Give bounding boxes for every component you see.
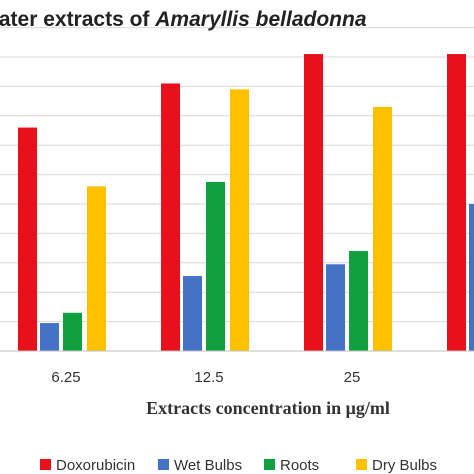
x-tick-label: 12.5 (194, 369, 223, 386)
chart-title-prefix: Vater extracts of (0, 8, 155, 31)
bar-doxorubicin (447, 54, 466, 352)
legend-swatch (158, 459, 169, 470)
x-tick-label: 25 (344, 369, 361, 386)
bars (18, 54, 474, 352)
bar-dry-bulbs (373, 106, 392, 351)
chart-title-species: Amaryllis belladonna (154, 8, 367, 31)
legend-swatch (40, 459, 51, 470)
bar-roots (206, 181, 225, 351)
x-tick-labels: 6.25 12.5 25 (51, 369, 360, 386)
legend-label: Wet Bulbs (174, 457, 242, 474)
legend-label: Roots (280, 457, 319, 474)
legend-swatch (264, 459, 275, 470)
legend-label: Dry Bulbs (372, 457, 437, 474)
x-tick-label: 6.25 (51, 369, 80, 386)
bar-dry-bulbs (87, 186, 106, 351)
chart-title: Vater extracts of Amaryllis belladonna (0, 8, 367, 31)
bar-dry-bulbs (230, 89, 249, 351)
bar-doxorubicin (18, 127, 37, 351)
legend: Doxorubicin Wet Bulbs Roots Dry Bulbs (40, 457, 437, 474)
bar-wet-bulbs (326, 264, 345, 351)
bar-doxorubicin (161, 83, 180, 352)
legend-label: Doxorubicin (56, 457, 135, 474)
bar-wet-bulbs (469, 204, 474, 351)
bar-roots (63, 312, 82, 351)
bar-wet-bulbs (183, 276, 202, 351)
bar-doxorubicin (304, 54, 323, 352)
x-axis-label: Extracts concentration in μg/ml (146, 398, 390, 418)
bar-roots (349, 251, 368, 351)
legend-swatch (356, 459, 367, 470)
bar-wet-bulbs (40, 323, 59, 351)
